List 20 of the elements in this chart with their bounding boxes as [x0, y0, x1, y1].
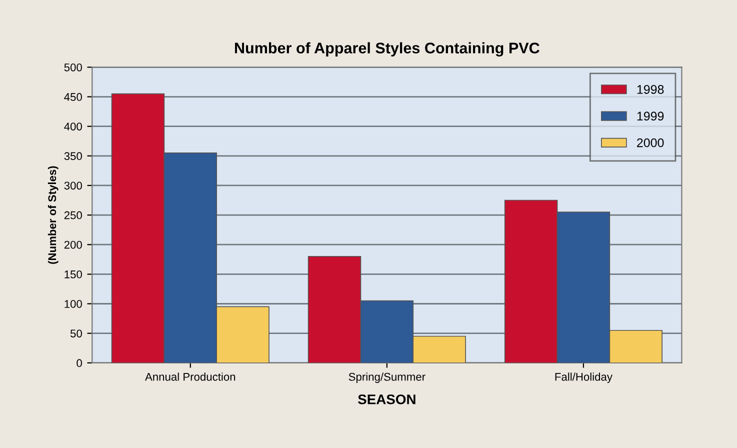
x-axis-title: SEASON — [358, 394, 416, 404]
y-tick-label: 450 — [64, 93, 82, 101]
x-tick-label: Spring/Summer — [348, 372, 426, 383]
y-tick-label: 100 — [64, 300, 82, 308]
y-tick-label: 50 — [70, 330, 82, 338]
legend-label: 2000 — [637, 138, 664, 148]
y-tick-label: 200 — [64, 240, 82, 249]
chart-title: Number of Apparel Styles Containing PVC — [235, 42, 540, 57]
y-tick-label: 150 — [64, 270, 82, 278]
legend-label: 1999 — [637, 112, 664, 121]
y-tick-label: 400 — [64, 122, 82, 130]
y-tick-label: 300 — [64, 182, 82, 190]
legend-label: 1998 — [637, 85, 664, 94]
x-tick-label: Fall/Holiday — [555, 372, 612, 383]
y-tick-label: 500 — [64, 63, 82, 72]
y-tick-label: 250 — [64, 211, 82, 220]
y-tick-label: 350 — [64, 152, 82, 160]
y-tick-label: 0 — [76, 359, 82, 368]
y-axis-title: (Number of Styles) — [48, 166, 58, 264]
x-tick-label: Annual Production — [145, 372, 236, 381]
